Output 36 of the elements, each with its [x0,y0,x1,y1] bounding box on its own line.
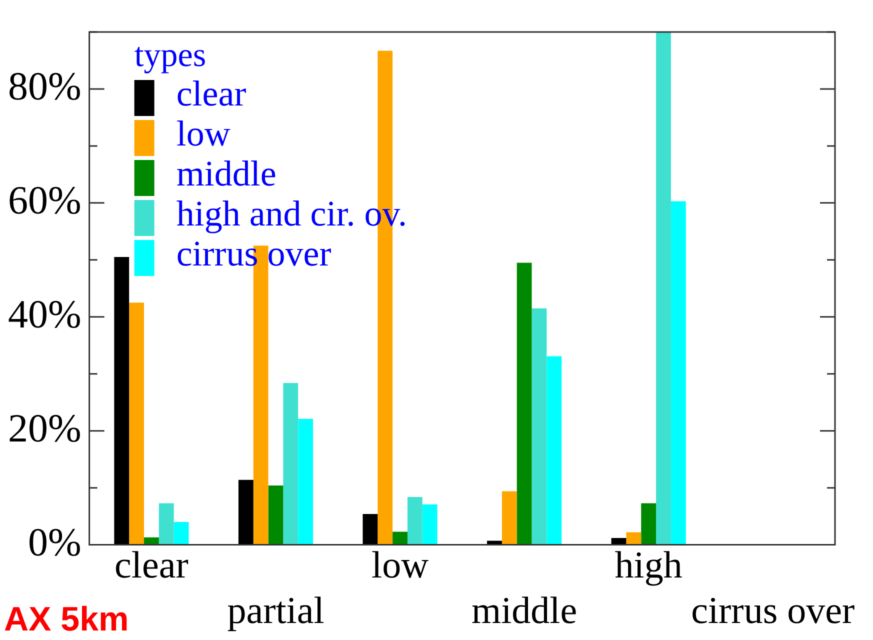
bar [407,496,422,545]
y-tick-label: 60% [8,177,82,222]
x-tick-label: partial [227,590,324,632]
bar [422,504,438,545]
bar [626,532,642,545]
x-tick-label: middle [472,590,578,632]
bar [129,302,144,545]
x-tick-label: cirrus over [691,590,855,632]
y-tick-label: 20% [8,405,82,450]
x-tick-label: high [614,544,682,587]
legend-label: low [176,113,230,154]
y-tick-label: 40% [8,291,82,336]
bar [238,480,254,545]
x-tick-label: low [372,544,430,587]
bar [392,532,408,545]
bar [283,382,298,545]
legend-label: clear [176,73,246,114]
text: AX 5km [4,600,129,638]
y-tick-label: 0% [28,519,82,564]
bar [268,486,284,545]
legend-label: middle [176,153,276,194]
bar [546,356,562,545]
y-tick-label: 80% [8,63,82,108]
legend-title: types [134,36,206,74]
bar [532,308,547,545]
bar [641,503,656,545]
bar [362,514,378,545]
bar [656,32,671,545]
bar [114,257,130,545]
x-tick-label: clear [114,544,189,587]
bar [670,201,686,545]
bar [174,522,189,545]
bar [502,491,517,545]
bar [158,503,174,545]
bar [298,418,314,545]
bar [516,262,532,545]
